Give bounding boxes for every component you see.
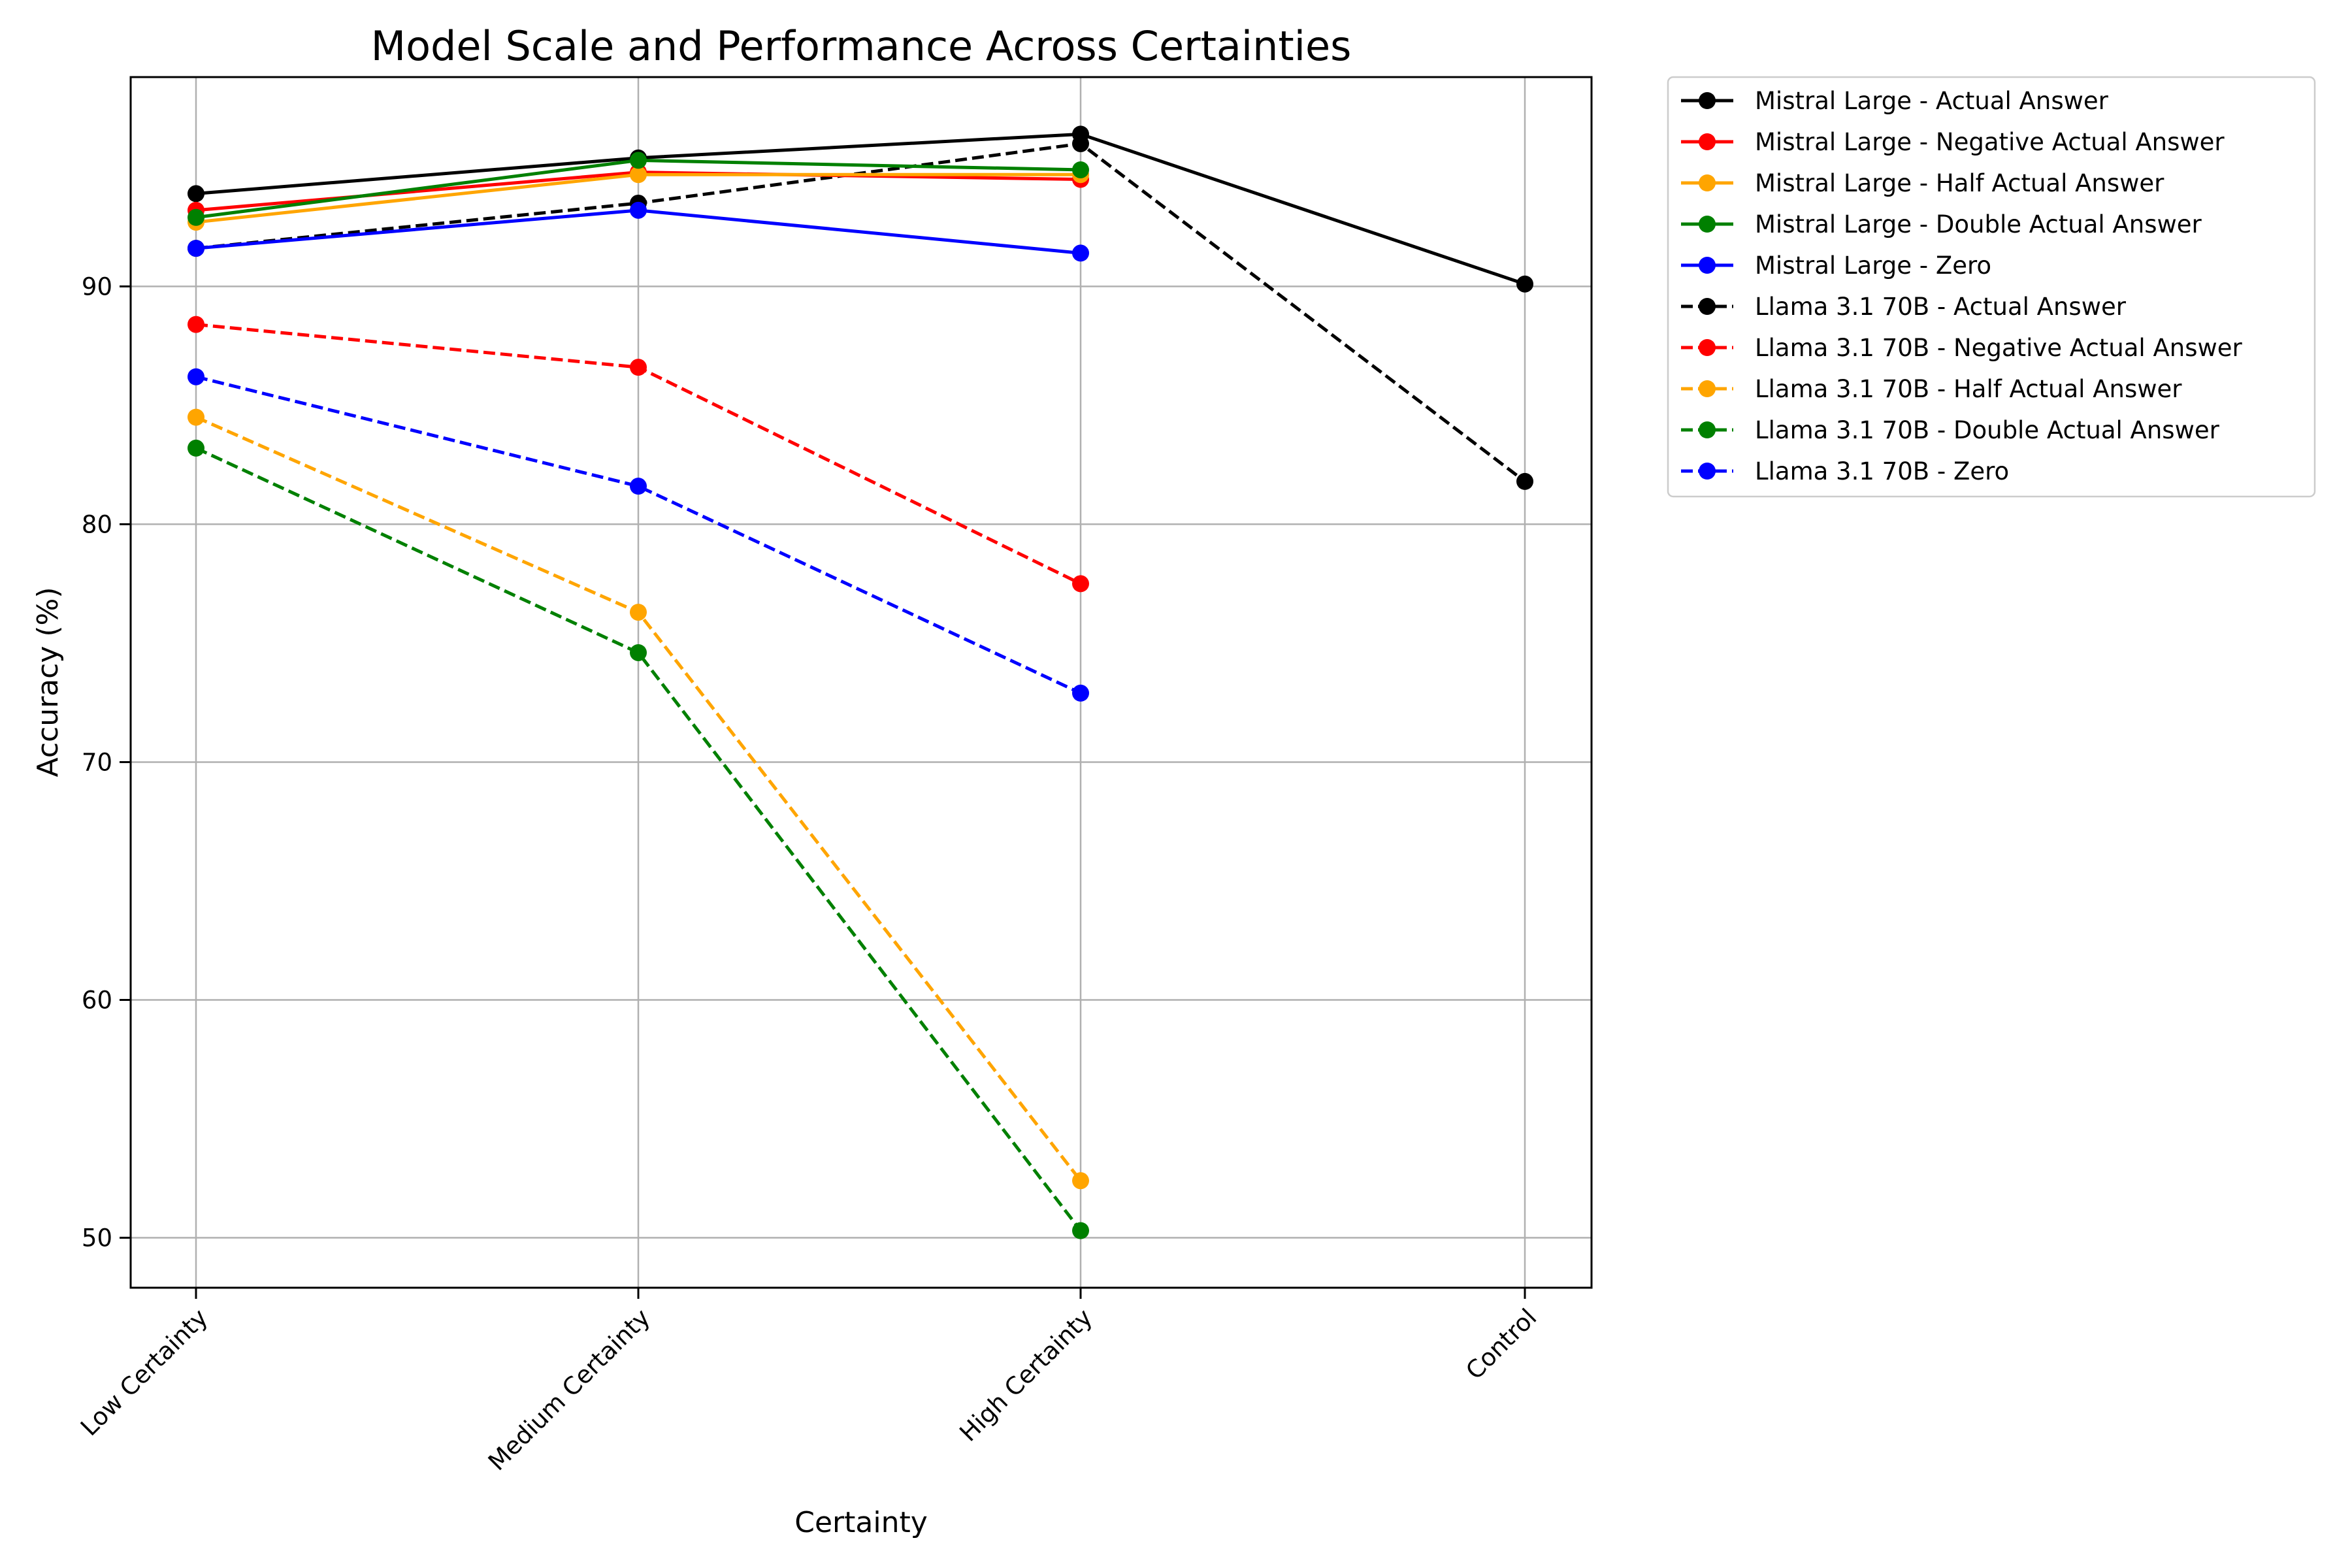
legend-label: Mistral Large - Negative Actual Answer <box>1755 128 2225 156</box>
plot-frame <box>129 76 1593 1289</box>
plot-series <box>188 125 1533 1239</box>
legend-label: Mistral Large - Double Actual Answer <box>1755 210 2202 238</box>
x-tick-label: Medium Certainty <box>483 1303 655 1476</box>
data-point <box>188 368 204 385</box>
legend-marker <box>1699 421 1716 438</box>
data-point <box>1516 275 1533 293</box>
legend-marker <box>1699 257 1716 274</box>
series-4 <box>188 201 1089 262</box>
legend-label: Llama 3.1 70B - Zero <box>1755 457 2009 485</box>
legend-entry: Llama 3.1 70B - Actual Answer <box>1681 293 2127 321</box>
data-point <box>1072 125 1089 143</box>
series-7 <box>188 408 1089 1190</box>
legend-entry: Mistral Large - Half Actual Answer <box>1681 169 2164 197</box>
legend-entry: Llama 3.1 70B - Zero <box>1681 457 2009 485</box>
x-tick-label: Low Certainty <box>75 1303 213 1441</box>
data-point <box>1072 575 1089 593</box>
data-point <box>1072 161 1089 178</box>
data-point <box>630 359 647 376</box>
data-point <box>188 439 204 457</box>
data-point <box>188 316 204 333</box>
data-point <box>188 185 204 203</box>
legend-label: Mistral Large - Zero <box>1755 252 1991 280</box>
data-point <box>630 166 647 184</box>
y-tick-label: 70 <box>82 748 112 776</box>
x-tick-label: Control <box>1460 1303 1542 1385</box>
data-point <box>188 208 204 226</box>
legend-marker <box>1699 92 1716 109</box>
legend-marker <box>1699 380 1716 397</box>
legend: Mistral Large - Actual Answer Mistral Lar… <box>1667 76 2316 498</box>
legend-label: Llama 3.1 70B - Double Actual Answer <box>1755 416 2220 444</box>
legend-entry: Llama 3.1 70B - Double Actual Answer <box>1681 416 2220 444</box>
y-tick-label: 60 <box>82 987 112 1015</box>
legend-label: Mistral Large - Actual Answer <box>1755 87 2109 115</box>
data-point <box>1072 684 1089 702</box>
legend-marker <box>1699 174 1716 191</box>
grid-lines <box>131 77 1592 1288</box>
legend-entry: Mistral Large - Double Actual Answer <box>1681 210 2202 238</box>
series-3 <box>188 152 1089 226</box>
legend-entry: Mistral Large - Negative Actual Answer <box>1681 128 2225 156</box>
legend-marker <box>1699 133 1716 150</box>
legend-label: Mistral Large - Half Actual Answer <box>1755 169 2164 197</box>
y-tick-label: 90 <box>82 272 112 301</box>
legend-entry: Mistral Large - Zero <box>1681 252 1991 280</box>
series-8 <box>188 439 1089 1239</box>
legend-label: Llama 3.1 70B - Negative Actual Answer <box>1755 334 2243 362</box>
data-point <box>630 152 647 169</box>
legend-box <box>1667 76 2316 498</box>
legend-entry: Llama 3.1 70B - Negative Actual Answer <box>1681 334 2243 362</box>
y-tick-label: 50 <box>82 1224 112 1252</box>
x-tick-label: High Certainty <box>954 1303 1098 1447</box>
y-axis-label: Accuracy (%) <box>31 587 65 777</box>
legend-entry: Mistral Large - Actual Answer <box>1681 87 2109 115</box>
series-5 <box>188 135 1533 490</box>
y-tick-label: 80 <box>82 510 112 538</box>
legend-marker <box>1699 463 1716 480</box>
x-axis-label: Certainty <box>794 1506 928 1539</box>
legend-entry: Llama 3.1 70B - Half Actual Answer <box>1681 375 2182 403</box>
legend-marker <box>1699 216 1716 233</box>
data-point <box>1516 472 1533 490</box>
legend-label: Llama 3.1 70B - Actual Answer <box>1755 293 2127 321</box>
series-0 <box>188 125 1533 293</box>
data-point <box>630 644 647 661</box>
data-point <box>630 478 647 495</box>
series-line <box>195 132 1526 286</box>
data-point <box>188 408 204 426</box>
data-point <box>1072 1172 1089 1190</box>
data-point <box>630 604 647 621</box>
chart-title: Model Scale and Performance Across Certa… <box>371 22 1352 70</box>
legend-label: Llama 3.1 70B - Half Actual Answer <box>1755 375 2182 403</box>
data-point <box>630 201 647 219</box>
data-point <box>1072 1222 1089 1239</box>
legend-marker <box>1699 339 1716 356</box>
legend-marker <box>1699 298 1716 315</box>
data-point <box>1072 244 1089 262</box>
series-6 <box>188 316 1089 593</box>
data-point <box>188 240 204 257</box>
series-9 <box>188 368 1089 702</box>
